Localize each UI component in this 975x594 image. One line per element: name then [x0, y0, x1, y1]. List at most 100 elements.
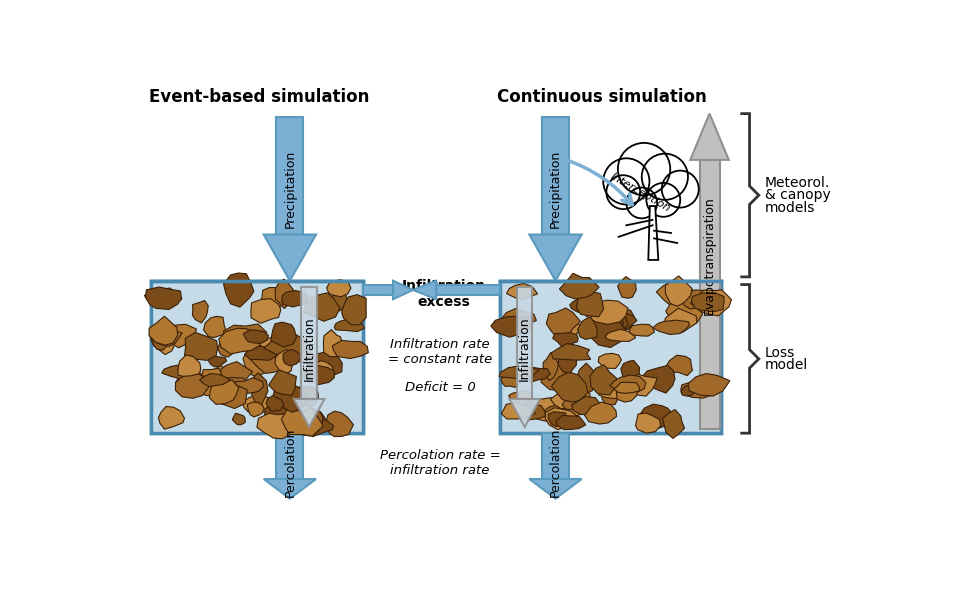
Polygon shape — [499, 366, 539, 380]
Polygon shape — [283, 349, 301, 366]
Text: Infiltration: Infiltration — [302, 316, 316, 381]
Polygon shape — [522, 402, 545, 420]
Polygon shape — [251, 299, 281, 323]
Text: Infiltration: Infiltration — [519, 316, 531, 381]
Polygon shape — [162, 365, 197, 379]
Polygon shape — [585, 402, 616, 424]
Polygon shape — [151, 330, 179, 355]
Text: Interception: Interception — [608, 171, 672, 213]
Polygon shape — [594, 309, 628, 332]
Polygon shape — [263, 235, 316, 281]
Polygon shape — [232, 413, 245, 425]
Polygon shape — [636, 413, 661, 433]
Polygon shape — [563, 397, 587, 409]
Polygon shape — [690, 113, 728, 160]
Polygon shape — [209, 356, 226, 367]
Polygon shape — [242, 395, 282, 412]
Text: Percolation: Percolation — [549, 427, 562, 497]
Polygon shape — [282, 290, 308, 307]
Polygon shape — [501, 403, 535, 419]
Polygon shape — [553, 333, 578, 346]
Polygon shape — [144, 288, 182, 304]
Circle shape — [642, 154, 688, 200]
Polygon shape — [276, 118, 303, 235]
Polygon shape — [149, 316, 177, 345]
Polygon shape — [243, 344, 266, 377]
Polygon shape — [204, 317, 226, 337]
Polygon shape — [629, 324, 654, 336]
Polygon shape — [688, 374, 730, 396]
Polygon shape — [509, 391, 533, 405]
Polygon shape — [273, 386, 309, 412]
Bar — [500, 281, 722, 433]
Text: Percolation: Percolation — [284, 427, 296, 497]
Polygon shape — [306, 352, 342, 377]
Polygon shape — [617, 277, 637, 298]
Polygon shape — [551, 393, 581, 409]
Text: Precipitation: Precipitation — [549, 150, 562, 229]
Polygon shape — [524, 367, 551, 382]
Polygon shape — [605, 329, 636, 342]
Polygon shape — [691, 293, 724, 312]
Polygon shape — [265, 403, 302, 427]
Polygon shape — [303, 293, 340, 321]
Polygon shape — [699, 160, 720, 429]
Polygon shape — [621, 361, 640, 385]
Polygon shape — [599, 387, 630, 399]
Polygon shape — [616, 384, 638, 402]
Polygon shape — [529, 235, 582, 281]
Polygon shape — [542, 433, 569, 479]
Text: models: models — [765, 201, 815, 214]
Polygon shape — [341, 295, 367, 325]
Polygon shape — [254, 337, 292, 347]
Polygon shape — [297, 419, 333, 437]
Polygon shape — [585, 322, 604, 338]
Text: Event-based simulation: Event-based simulation — [149, 89, 370, 106]
Polygon shape — [545, 405, 562, 421]
Polygon shape — [601, 388, 618, 405]
Bar — [151, 281, 363, 433]
Polygon shape — [640, 404, 675, 431]
Polygon shape — [298, 387, 319, 407]
Polygon shape — [551, 343, 591, 360]
Polygon shape — [555, 388, 595, 418]
Polygon shape — [223, 324, 267, 347]
Polygon shape — [665, 276, 692, 307]
Polygon shape — [200, 374, 230, 387]
Polygon shape — [149, 326, 182, 346]
Polygon shape — [205, 366, 233, 395]
Polygon shape — [177, 355, 201, 376]
Polygon shape — [641, 365, 675, 393]
Bar — [500, 281, 722, 433]
Polygon shape — [490, 316, 531, 337]
Polygon shape — [560, 273, 600, 299]
Polygon shape — [571, 396, 600, 415]
Polygon shape — [517, 287, 532, 399]
Text: model: model — [765, 358, 808, 372]
Polygon shape — [324, 330, 343, 356]
Circle shape — [626, 188, 657, 219]
Polygon shape — [543, 353, 559, 381]
Polygon shape — [502, 308, 536, 327]
Polygon shape — [599, 353, 621, 368]
Polygon shape — [176, 374, 210, 398]
Polygon shape — [184, 333, 217, 361]
Polygon shape — [266, 396, 284, 412]
Polygon shape — [334, 318, 365, 331]
Polygon shape — [235, 378, 263, 394]
Polygon shape — [192, 301, 209, 323]
Polygon shape — [690, 290, 731, 316]
Bar — [151, 281, 363, 433]
Text: Continuous simulation: Continuous simulation — [497, 89, 707, 106]
Polygon shape — [145, 287, 181, 309]
Polygon shape — [545, 407, 578, 429]
Polygon shape — [327, 280, 351, 297]
Polygon shape — [590, 365, 617, 395]
Polygon shape — [263, 479, 316, 498]
Polygon shape — [276, 433, 303, 479]
Polygon shape — [274, 387, 317, 406]
Polygon shape — [311, 361, 333, 380]
Polygon shape — [363, 285, 393, 295]
Polygon shape — [332, 289, 347, 313]
Polygon shape — [269, 370, 296, 396]
